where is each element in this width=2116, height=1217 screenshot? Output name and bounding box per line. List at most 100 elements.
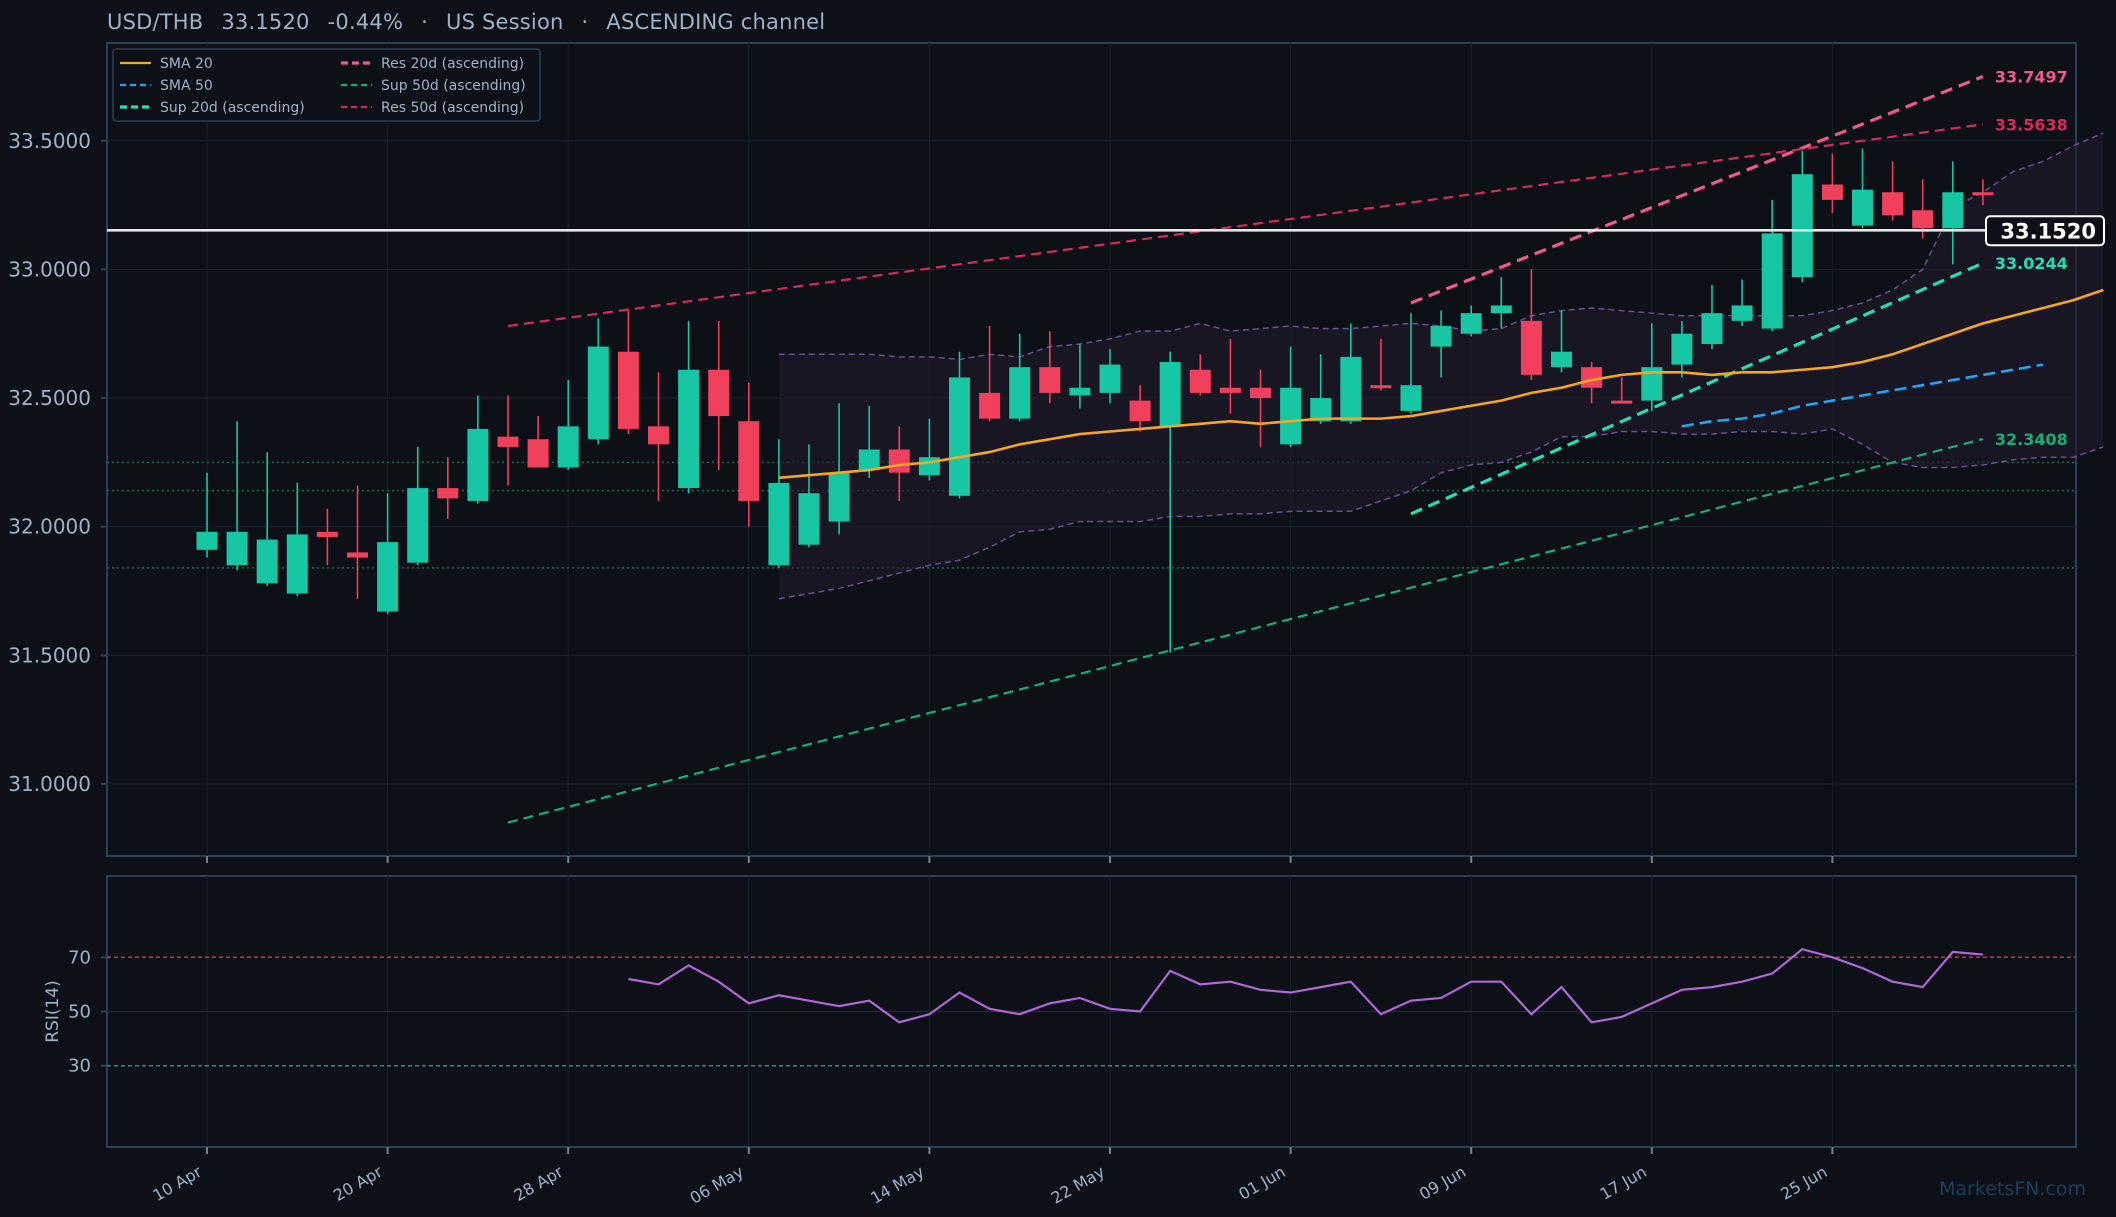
trendline (507, 437, 1984, 824)
candle-body (1701, 313, 1723, 345)
band-upper-line (778, 132, 2104, 361)
candle-up (1490, 277, 1512, 329)
candle-body (617, 351, 639, 429)
candle-down (1370, 338, 1392, 391)
candle-body (437, 488, 459, 499)
candle-down (1250, 369, 1271, 447)
x-tick-label: 14 May (867, 1162, 927, 1208)
x-tick-label: 17 Jun (1597, 1162, 1650, 1204)
price-tick-label: 32.0000 (8, 515, 91, 539)
candle-body (858, 449, 880, 471)
candle-body (979, 392, 1001, 419)
candle-body (1641, 367, 1663, 401)
candle-body (1099, 364, 1121, 393)
candle-body (1972, 192, 1994, 196)
candle-down (1821, 153, 1843, 213)
symbol-label: USD/THB (107, 10, 204, 34)
candle-body (1370, 385, 1392, 389)
x-tick-label: 09 Jun (1416, 1162, 1469, 1204)
candle-down (1912, 179, 1934, 239)
price-tick-label: 32.5000 (8, 386, 91, 410)
candle-up (1430, 310, 1452, 378)
candle-up (1731, 279, 1753, 327)
candle-body (1761, 233, 1783, 329)
candle-body (738, 421, 760, 501)
legend-label: Res 20d (ascending) (381, 56, 524, 72)
candle-down (1882, 161, 1904, 221)
candle-down (1611, 377, 1633, 404)
candle-body (347, 552, 368, 558)
rsi-tick-label: 70 (68, 947, 91, 968)
x-tick-label: 20 Apr (330, 1162, 386, 1205)
candle-body (798, 493, 820, 545)
legend-label: SMA 50 (160, 78, 213, 94)
candle-body (497, 436, 519, 447)
candle-body (316, 531, 338, 537)
candle-down (1219, 338, 1241, 414)
candle-body (1039, 367, 1061, 393)
candle-body (1430, 326, 1452, 347)
candle-body (708, 369, 730, 417)
session-label: US Session (446, 10, 564, 34)
x-tick-label: 22 May (1048, 1162, 1108, 1208)
candle-body (1310, 398, 1332, 422)
candle-body (1791, 174, 1813, 278)
candle-down (1189, 354, 1211, 396)
price-tick-label: 33.0000 (8, 257, 91, 281)
candle-body (557, 426, 579, 468)
candle-up (1280, 346, 1302, 447)
legend-label: Sup 20d (ascending) (160, 100, 305, 116)
candle-down (979, 326, 1001, 422)
candle-up (1460, 305, 1482, 337)
trendline-label: 33.0244 (1995, 254, 2068, 273)
candle-body (1520, 320, 1542, 375)
trendline (1410, 261, 1984, 516)
candle-body (1551, 351, 1572, 368)
legend-label: Res 50d (ascending) (381, 100, 524, 116)
candle-body (1219, 387, 1241, 393)
candle-body (1942, 192, 1964, 229)
candle-body (1069, 387, 1091, 396)
candle-body (678, 369, 700, 489)
candle-body (226, 531, 248, 566)
x-tick-label: 25 Jun (1777, 1162, 1830, 1204)
candle-down (1039, 331, 1061, 404)
candle-up (1551, 310, 1572, 373)
candle-body (196, 531, 218, 550)
candle-body (1912, 210, 1934, 229)
candle-up (678, 320, 700, 494)
candle-down (347, 485, 368, 599)
candle-body (1009, 367, 1031, 419)
candle-down (316, 508, 338, 566)
candle-body (467, 428, 489, 501)
candle-up (858, 405, 880, 478)
candle-up (1310, 354, 1332, 424)
candle-up (1761, 199, 1783, 332)
candle-up (1852, 148, 1873, 229)
watermark: MarketsFN.com (1939, 1178, 2086, 1200)
candle-body (1400, 385, 1422, 411)
candle-up (768, 439, 790, 568)
candle-up (1701, 284, 1723, 350)
candle-up (798, 444, 820, 548)
candle-up (1400, 313, 1422, 414)
trendline (507, 123, 1984, 328)
price-tick-label: 31.0000 (8, 772, 91, 796)
candle-up (467, 395, 489, 504)
candle-up (286, 482, 308, 597)
candle-body (1731, 305, 1753, 321)
candle-body (1671, 333, 1693, 365)
candle-up (1069, 344, 1091, 409)
candle-down (708, 320, 730, 471)
candle-up (407, 446, 429, 566)
candle-down (648, 372, 669, 501)
candle-up (557, 380, 579, 471)
candle-body (1250, 387, 1271, 399)
legend-box (112, 48, 541, 122)
rsi-tick-label: 50 (68, 1002, 91, 1023)
candle-down (1520, 269, 1542, 381)
candle-body (828, 472, 850, 522)
trendline-label: 32.3408 (1995, 430, 2068, 449)
candle-body (1340, 356, 1362, 422)
candle-body (587, 346, 609, 440)
